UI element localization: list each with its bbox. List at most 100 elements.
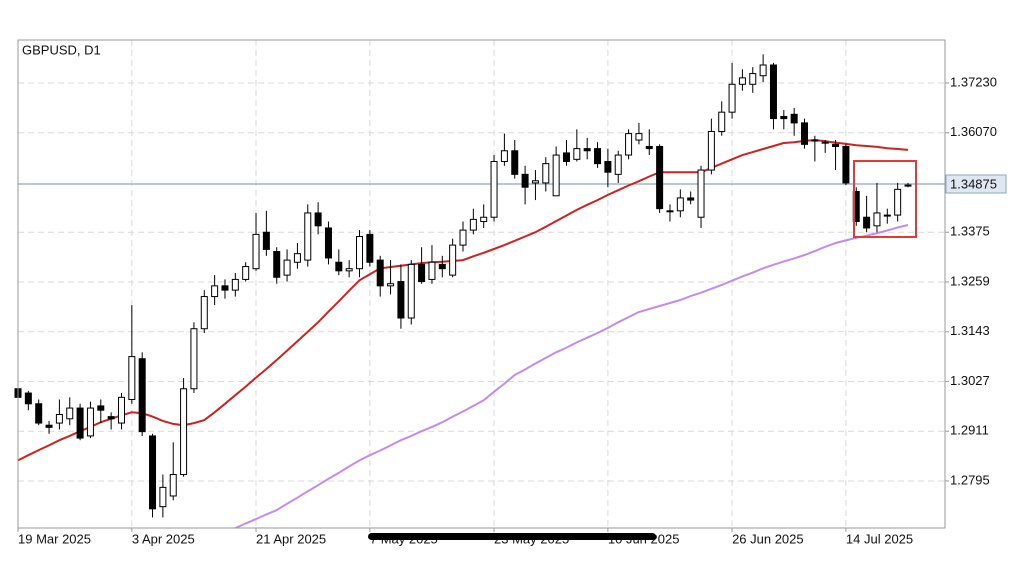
candle-body bbox=[811, 139, 819, 142]
candle-body bbox=[749, 73, 757, 85]
candle-body bbox=[345, 268, 353, 272]
candle-body bbox=[335, 261, 343, 272]
x-tick-label: 3 Apr 2025 bbox=[132, 531, 195, 546]
x-tick-label: 26 Jun 2025 bbox=[732, 531, 804, 546]
candle-body bbox=[200, 296, 208, 330]
candle-body bbox=[366, 233, 374, 263]
candle-body bbox=[769, 64, 777, 120]
price-label-box bbox=[945, 174, 1007, 194]
candle-body bbox=[676, 197, 684, 212]
candle-body bbox=[283, 259, 291, 276]
candle-body bbox=[324, 227, 332, 259]
candle-body bbox=[314, 212, 322, 227]
candle-body bbox=[873, 212, 881, 227]
candle-body bbox=[801, 122, 809, 145]
y-tick-label: 1.3143 bbox=[950, 323, 990, 338]
x-tick-label: 21 Apr 2025 bbox=[256, 531, 326, 546]
candle-body bbox=[97, 405, 105, 411]
candle-body bbox=[107, 416, 115, 420]
candle-body bbox=[635, 133, 643, 141]
candle-body bbox=[894, 188, 902, 216]
ma-line bbox=[234, 224, 909, 528]
candle-body bbox=[562, 152, 570, 162]
candle-body bbox=[169, 474, 177, 497]
candle-body bbox=[242, 266, 250, 280]
candle-body bbox=[718, 111, 726, 132]
price-label: 1.34875 bbox=[950, 176, 997, 191]
grid-layer bbox=[17, 40, 945, 528]
candle-body bbox=[542, 163, 550, 184]
candle-body bbox=[252, 233, 260, 270]
candle-body bbox=[863, 216, 871, 229]
candle-body bbox=[35, 403, 43, 424]
candle-body bbox=[645, 145, 653, 150]
candle-body bbox=[687, 197, 695, 201]
candle-body bbox=[45, 424, 53, 428]
candle-body bbox=[738, 77, 746, 85]
candle-body bbox=[438, 263, 446, 270]
candle-body bbox=[428, 261, 436, 280]
candle-body bbox=[594, 148, 602, 165]
candle-body bbox=[583, 148, 591, 152]
candle-body bbox=[117, 396, 125, 424]
candle-body bbox=[262, 231, 270, 250]
candle-body bbox=[521, 173, 529, 188]
candle-body bbox=[480, 216, 488, 223]
y-tick-label: 1.3259 bbox=[950, 273, 990, 288]
candle-body bbox=[128, 356, 136, 400]
y-tick-label: 1.2795 bbox=[950, 472, 990, 487]
candle-body bbox=[356, 236, 364, 270]
candle-body bbox=[511, 150, 519, 175]
candle-body bbox=[707, 130, 715, 171]
x-tick-label: 14 Jul 2025 bbox=[846, 531, 913, 546]
y-tick-label: 1.37230 bbox=[950, 74, 997, 89]
candle-body bbox=[759, 64, 767, 77]
candle-body bbox=[904, 184, 912, 187]
candle-body bbox=[190, 328, 198, 390]
x-tick-label: 19 Mar 2025 bbox=[18, 531, 91, 546]
candle-body bbox=[728, 83, 736, 113]
candle-body bbox=[459, 229, 467, 246]
candle-body bbox=[469, 218, 477, 231]
y-tick-label: 1.3027 bbox=[950, 373, 990, 388]
candle-body bbox=[149, 435, 157, 510]
candle-body bbox=[883, 214, 891, 217]
candle-body bbox=[490, 160, 498, 218]
candle-body bbox=[273, 251, 281, 278]
candle-body bbox=[614, 154, 622, 175]
candle-body bbox=[397, 281, 405, 319]
plot-frame bbox=[17, 39, 946, 529]
candle-body bbox=[449, 244, 457, 276]
candle-body bbox=[293, 253, 301, 263]
candle-body bbox=[832, 143, 840, 147]
candle-body bbox=[604, 160, 612, 173]
candle-body bbox=[66, 407, 74, 420]
candle-body bbox=[138, 358, 146, 433]
candle-body bbox=[231, 278, 239, 291]
chart-title: GBPUSD, D1 bbox=[22, 42, 101, 57]
redaction-bar bbox=[368, 533, 656, 540]
candle-body bbox=[221, 285, 229, 291]
candle-body bbox=[24, 392, 32, 405]
candle-body bbox=[418, 263, 426, 283]
candle-body bbox=[697, 169, 705, 218]
y-tick-label: 1.3375 bbox=[950, 224, 990, 239]
candle-body bbox=[376, 259, 384, 287]
candle-body bbox=[780, 115, 788, 120]
candle-body bbox=[552, 154, 560, 197]
ma-layer bbox=[18, 138, 909, 528]
candle-body bbox=[573, 148, 581, 160]
y-tick-label: 1.2911 bbox=[950, 423, 989, 438]
ma-line bbox=[18, 138, 909, 462]
y-tick-label: 1.36070 bbox=[950, 124, 997, 139]
candle-body bbox=[407, 263, 415, 319]
candle-body bbox=[656, 145, 664, 210]
candle-body bbox=[211, 285, 219, 298]
candle-body bbox=[55, 413, 63, 424]
candle-body bbox=[531, 180, 539, 184]
candle-body bbox=[666, 210, 674, 213]
candle-body bbox=[86, 407, 94, 437]
candle-body bbox=[790, 113, 798, 124]
